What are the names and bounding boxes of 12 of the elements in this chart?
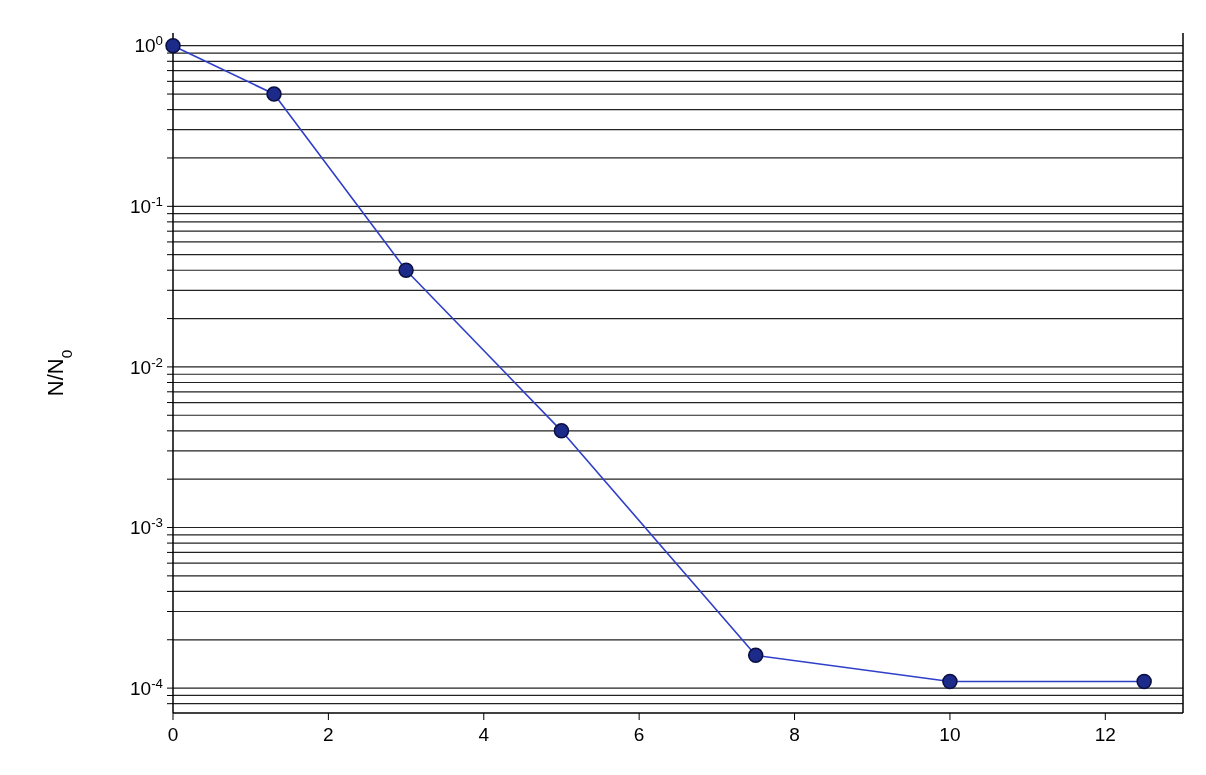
x-tick-label: 0 xyxy=(167,724,179,745)
x-tick-label: 4 xyxy=(478,724,490,745)
y-tick-label: 10$^{-2}$ xyxy=(130,354,163,378)
x-tick-label: 12 xyxy=(1094,724,1116,745)
x-tick-label: 10 xyxy=(939,724,961,745)
x-tick-label: 8 xyxy=(789,724,800,745)
y-tick-label: 10$^{0}$ xyxy=(134,32,163,57)
x-tick-label: 2 xyxy=(323,724,334,745)
y-tick-label: 10$^{-1}$ xyxy=(130,193,163,217)
x-tick-label: 6 xyxy=(633,724,645,745)
y-tick-label: 10$^{-4}$ xyxy=(130,675,163,699)
y-tick-label: 10$^{-3}$ xyxy=(130,514,163,539)
